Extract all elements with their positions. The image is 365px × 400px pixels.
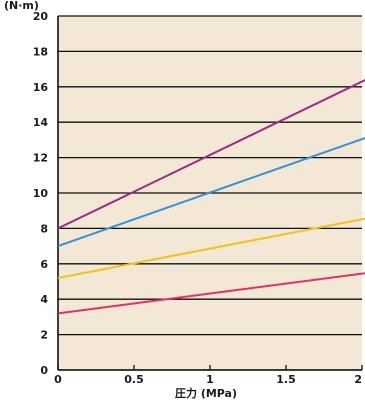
y-tick-label-2: 2 (40, 329, 48, 342)
y-tick-label-12: 12 (33, 152, 48, 165)
series-line-1 (57, 79, 365, 230)
y-tick-label-18: 18 (33, 45, 48, 58)
y-tick-label-16: 16 (33, 81, 49, 94)
x-tick-label-0: 0 (54, 373, 62, 386)
grid-lines (57, 15, 363, 371)
series-lines (57, 79, 365, 315)
y-tick-label-6: 6 (40, 258, 48, 271)
x-tick-label-0.5: 0.5 (124, 373, 144, 386)
x-axis-label: 圧力 (MPa) (175, 386, 237, 400)
series-line-2 (57, 136, 365, 248)
y-tick-label-8: 8 (40, 222, 48, 235)
y-axis-label: (N·m) (4, 0, 39, 12)
x-tick-labels: 0 0.5 1 1.5 2 (54, 373, 362, 386)
series-line-3 (57, 217, 365, 279)
y-tick-label-14: 14 (33, 116, 49, 129)
y-tick-label-20: 20 (33, 10, 49, 23)
series-line-4 (57, 272, 365, 315)
x-tick-label-1: 1 (206, 373, 214, 386)
x-tick-label-2: 2 (354, 373, 362, 386)
y-tick-labels: 0 2 4 6 8 10 12 14 16 18 20 (33, 10, 49, 377)
x-tick-label-1.5: 1.5 (276, 373, 296, 386)
y-tick-label-10: 10 (33, 187, 49, 200)
y-tick-label-0: 0 (40, 364, 48, 377)
y-tick-label-4: 4 (40, 293, 48, 306)
